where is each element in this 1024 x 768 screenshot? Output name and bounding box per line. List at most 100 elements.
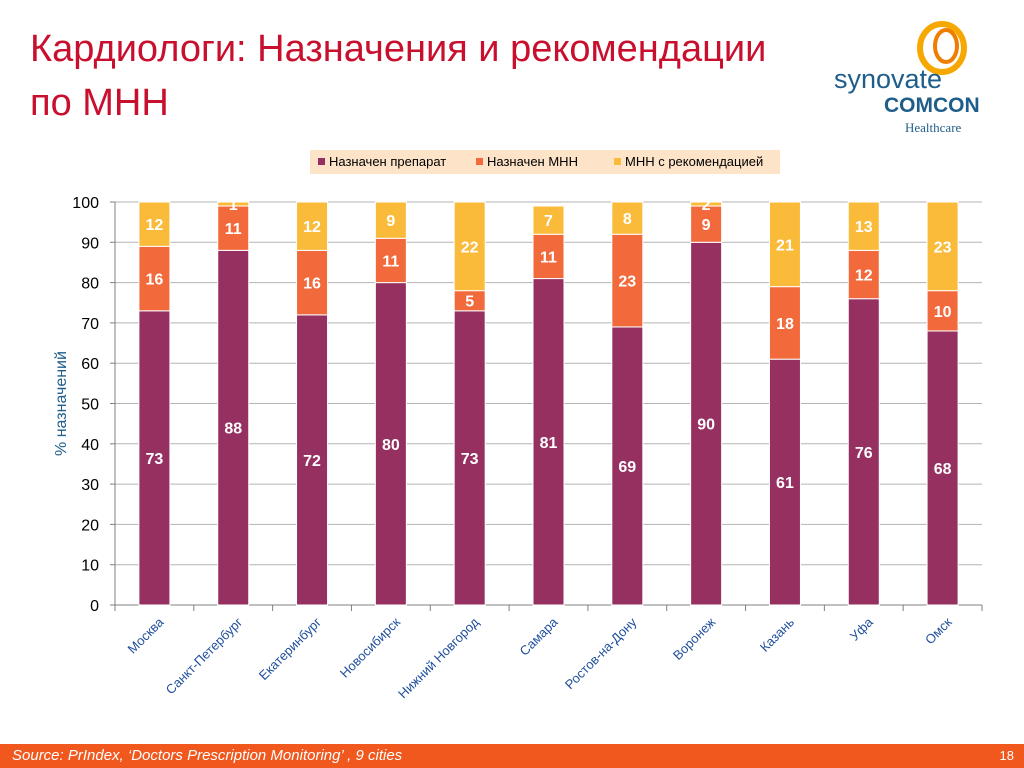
data-label: 16 [303, 276, 321, 293]
data-label: 23 [934, 239, 952, 256]
bar-segment [847, 298, 880, 606]
bar-segment [138, 310, 171, 606]
slide-title: Кардиологи: Назначения и рекомендации по… [30, 22, 830, 130]
data-label: 90 [697, 417, 715, 434]
y-tick-label: 80 [81, 276, 99, 293]
legend-swatch [318, 158, 325, 165]
bar-segment [138, 245, 171, 312]
bar-segment [453, 201, 486, 292]
data-label: 5 [465, 294, 474, 311]
footer-bar: Source: PrIndex, ‘Doctors Prescription M… [0, 744, 1024, 768]
data-label: 81 [540, 435, 558, 452]
x-category-label: Ростов-на-Дону [562, 614, 640, 692]
bar-segment [690, 241, 723, 606]
data-label: 9 [702, 217, 711, 234]
data-label: 68 [934, 461, 952, 478]
data-label: 7 [544, 213, 553, 230]
y-tick-label: 20 [81, 517, 99, 534]
logo-text-synovate: synovate [834, 64, 942, 94]
data-label: 69 [618, 459, 636, 476]
synovate-comcon-logo: synovate COMCON Healthcare [834, 21, 980, 135]
y-tick-label: 50 [81, 397, 99, 414]
x-category-label: Екатеринбург [256, 614, 325, 683]
y-tick-label: 30 [81, 477, 99, 494]
bar-segment [926, 290, 959, 332]
legend-label: Назначен препарат [329, 154, 446, 169]
logo-ring-outer [917, 21, 967, 75]
data-label: 22 [461, 239, 479, 256]
bar-segment [217, 205, 250, 251]
legend-label: Назначен МНН [487, 154, 578, 169]
bars [138, 201, 959, 606]
logo-text-healthcare: Healthcare [905, 120, 962, 135]
y-tick-label: 0 [90, 598, 99, 615]
data-label: 61 [776, 475, 794, 492]
data-label: 23 [618, 274, 636, 291]
data-label: 11 [382, 253, 399, 270]
data-labels: 7316128811172161280119735228111769238909… [146, 197, 952, 492]
data-label: 72 [303, 453, 321, 470]
data-label: 73 [146, 451, 164, 468]
data-label: 18 [776, 316, 794, 333]
bar-segment [847, 249, 880, 300]
slide-title-line-2: по МНН [30, 82, 169, 124]
bar-segment [217, 249, 250, 606]
data-label: 21 [776, 237, 794, 254]
data-label: 8 [623, 211, 632, 228]
logo-text-comcon: COMCON [884, 94, 980, 117]
data-label: 9 [386, 213, 395, 230]
bar-segment [296, 201, 329, 251]
data-label: 1 [229, 197, 238, 214]
data-label: 10 [934, 304, 952, 321]
slide-title-line-1: Кардиологи: Назначения и рекомендации [30, 28, 767, 70]
bar-segment [138, 201, 171, 247]
bar-segment [453, 310, 486, 606]
bar-segment [532, 278, 565, 606]
bar-segment [768, 358, 801, 606]
x-category-label: Нижний Новгород [395, 614, 482, 701]
page-number: 18 [999, 748, 1014, 763]
logo-ring-inner [933, 28, 959, 64]
data-label: 73 [461, 451, 479, 468]
bar-segment [768, 201, 801, 288]
y-tick-label: 10 [81, 558, 99, 575]
x-category-label: Уфа [847, 614, 877, 644]
data-label: 11 [540, 249, 557, 266]
bar-segment [611, 326, 644, 606]
bar-segment [690, 201, 723, 207]
x-category-label: Москва [125, 614, 168, 657]
y-tick-label: 60 [81, 356, 99, 373]
x-category-label: Санкт-Петербург [163, 614, 246, 697]
y-tick-label: 70 [81, 316, 99, 333]
y-tick-label: 100 [72, 195, 99, 212]
bar-segment [296, 314, 329, 606]
bar-segment [374, 282, 407, 606]
x-category-label: Новосибирск [337, 614, 403, 680]
legend-box [310, 150, 780, 174]
x-category-label: Самара [516, 614, 561, 659]
bar-segment [217, 201, 250, 207]
y-axis-ticks: 0 10 20 30 40 50 60 70 80 90 100 [72, 195, 115, 615]
data-label: 76 [855, 445, 873, 462]
bar-segment [847, 201, 880, 251]
bar-segment [768, 286, 801, 360]
data-label: 16 [146, 272, 164, 289]
y-axis-label: % назначений [53, 351, 70, 456]
bar-segment [926, 330, 959, 606]
x-category-label: Казань [757, 614, 797, 654]
bar-segment [926, 201, 959, 292]
bar-segment [611, 201, 644, 235]
x-category-label: Воронеж [670, 614, 719, 663]
bar-segment [532, 233, 565, 280]
data-label: 80 [382, 437, 400, 454]
legend: Назначен препарат Назначен МНН МНН с реком… [318, 154, 763, 169]
data-label: 13 [855, 219, 873, 236]
legend-label: МНН с рекомендацией [625, 154, 763, 169]
data-label: 12 [146, 217, 164, 234]
data-label: 88 [224, 421, 242, 438]
y-tick-label: 40 [81, 437, 99, 454]
legend-swatch [614, 158, 621, 165]
x-category-label: Омск [922, 614, 955, 647]
legend-swatch [476, 158, 483, 165]
data-label: 12 [303, 219, 321, 236]
